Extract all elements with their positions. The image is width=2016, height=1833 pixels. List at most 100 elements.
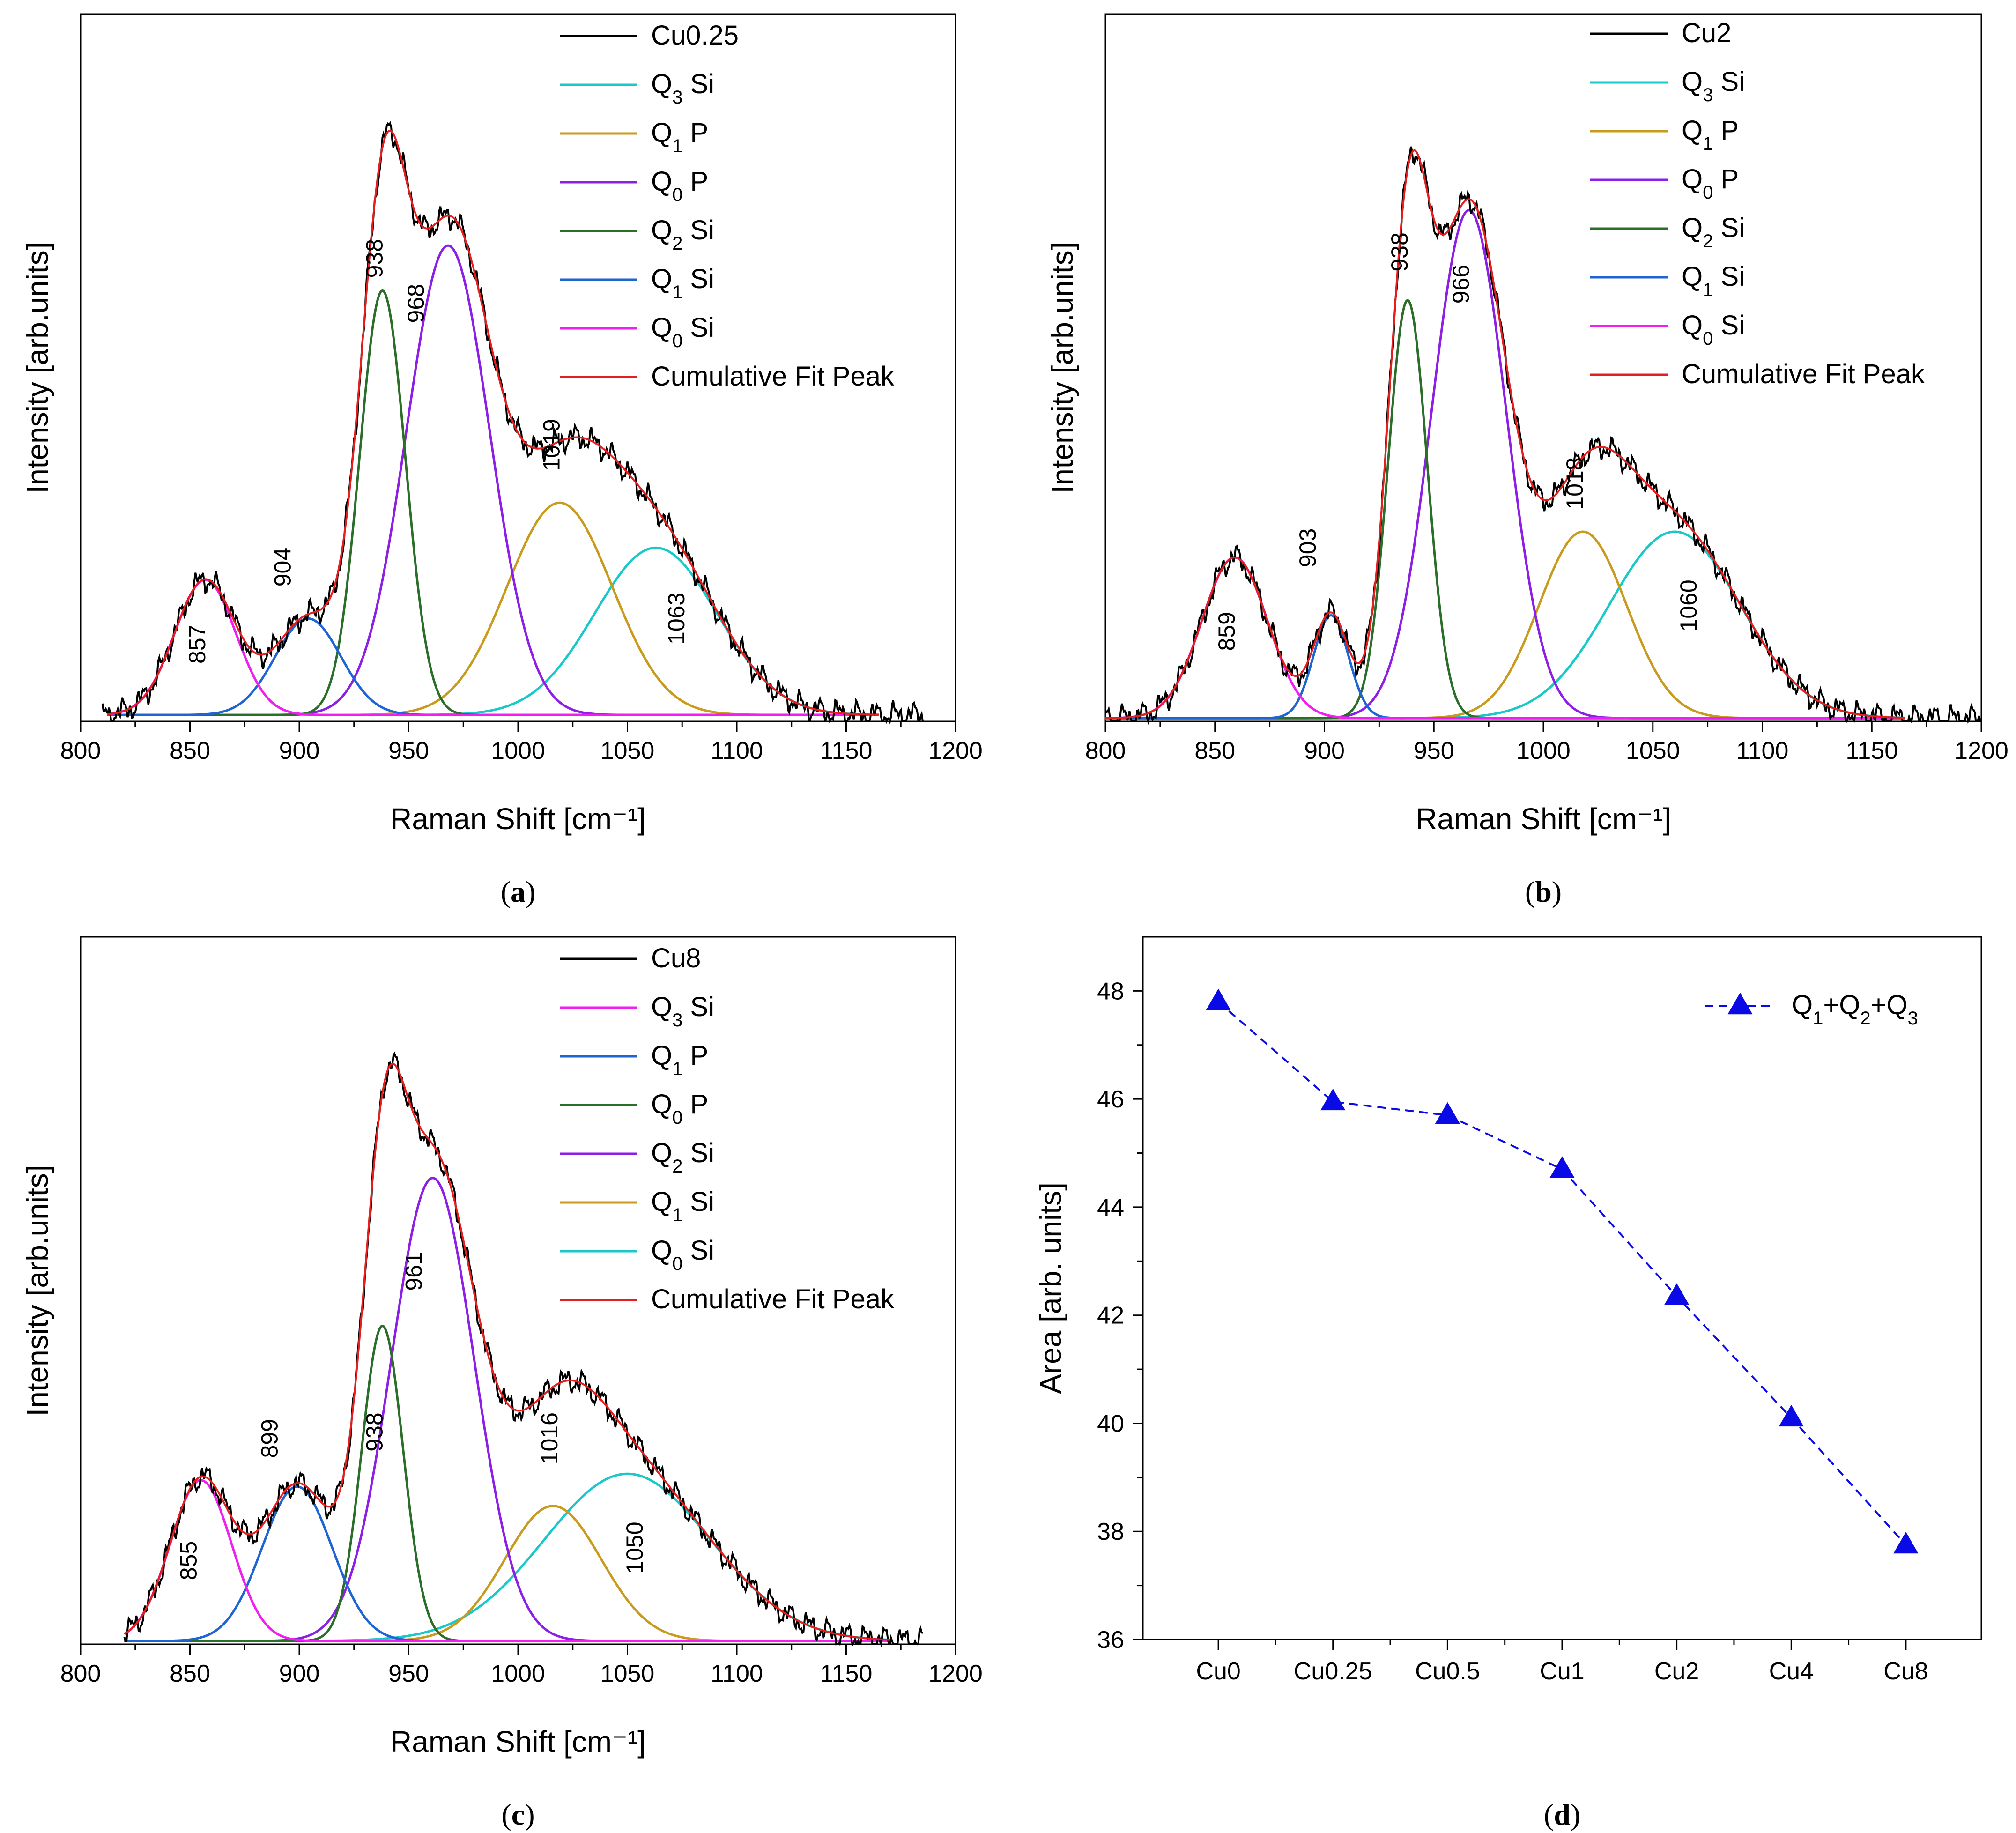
legend-entry: Q1 P	[651, 118, 708, 156]
x-tick-label: 1150	[820, 1660, 873, 1687]
peak-label-1018: 1018	[1562, 457, 1588, 509]
x-tick-label: Cu0.25	[1294, 1658, 1372, 1685]
panel-d-area-plot: 36 38 40 42 44 46 48 Cu0 Cu0.25 Cu0.5 Cu1 Cu2 Cu4 Cu8…	[1034, 936, 1982, 1831]
peak-curve-1063	[107, 546, 879, 716]
cumulative-fit-line	[124, 1062, 890, 1641]
legend-entry: Cumulative Fit Peak	[651, 1284, 895, 1314]
peak-label-859: 859	[1214, 612, 1240, 651]
peak-label-1050: 1050	[622, 1521, 648, 1573]
legend-entry: Q1 P	[1682, 115, 1739, 154]
panel-caption: (c)	[501, 1798, 534, 1831]
x-tick-label: 950	[388, 1660, 429, 1687]
legend-entry: Cumulative Fit Peak	[651, 361, 895, 392]
x-tick-label: 1150	[820, 737, 873, 764]
x-tick-label: Cu1	[1540, 1658, 1584, 1685]
x-tick-label: 1200	[1954, 737, 2009, 764]
x-tick-label: 850	[1194, 737, 1235, 764]
panel-c-raman-spectrum: 800 850 900 950 1000 1050 1100 1150 1200 Raman Sh…	[21, 936, 983, 1831]
legend-entry: Q3 Si	[651, 992, 714, 1031]
peak-label-938: 938	[361, 239, 387, 278]
legend-entry: Q1 Si	[651, 264, 714, 303]
data-point-Cu0.5	[1435, 1102, 1460, 1124]
panel-caption: (d)	[1544, 1798, 1580, 1831]
y-tick-label: 38	[1097, 1518, 1124, 1545]
x-tick-label: Cu0	[1196, 1658, 1240, 1685]
cumulative-fit-line	[106, 129, 879, 716]
peak-label-903: 903	[1295, 528, 1321, 567]
x-tick-label: 1050	[600, 1660, 655, 1687]
y-tick-label: 42	[1097, 1302, 1124, 1329]
x-tick-label: 1000	[491, 737, 545, 764]
x-tick-label: 800	[60, 737, 101, 764]
x-tick-label: 1150	[1846, 737, 1898, 764]
x-tick-label: 1100	[711, 1660, 763, 1687]
x-tick-label: Cu2	[1654, 1658, 1699, 1685]
y-tick-label: 36	[1097, 1626, 1124, 1654]
x-tick-label: Cu0.5	[1415, 1658, 1480, 1685]
panel-a-raman-spectrum: 800 850 900 950 1000 1050 1100 1150 1200 Raman Sh…	[21, 13, 983, 908]
legend-entry: Q1+Q2+Q3	[1792, 990, 1918, 1029]
peak-curve-968	[107, 244, 879, 716]
measured-spectrum-line	[101, 121, 924, 725]
x-axis-title: Raman Shift [cm⁻¹]	[390, 1725, 646, 1759]
x-tick-label: 1050	[600, 737, 655, 764]
x-tick-label: 1050	[1626, 737, 1680, 764]
x-tick-label: 1100	[711, 737, 763, 764]
legend-entry: Q3 Si	[651, 69, 714, 108]
panel-b-raman-spectrum: 800 850 900 950 1000 1050 1100 1150 1200 Raman Sh…	[1045, 13, 2009, 908]
data-point-Cu4	[1779, 1404, 1804, 1427]
y-tick-label: 46	[1097, 1086, 1124, 1113]
peak-label-904: 904	[269, 548, 296, 586]
legend-entry: Q0 P	[651, 166, 708, 205]
data-point-Cu0	[1206, 988, 1231, 1010]
peak-label-1019: 1019	[539, 419, 565, 471]
x-tick-label: 800	[1085, 737, 1126, 764]
y-tick-label: 48	[1097, 978, 1124, 1005]
x-tick-label: 1200	[928, 1660, 983, 1687]
peak-label-938: 938	[1386, 232, 1413, 271]
y-axis-title: Area [arb. units]	[1034, 1182, 1067, 1394]
y-tick-label: 40	[1097, 1410, 1124, 1437]
x-tick-label: 850	[170, 1660, 210, 1687]
x-axis-title: Raman Shift [cm⁻¹]	[1416, 802, 1671, 836]
x-axis-title: Raman Shift [cm⁻¹]	[390, 802, 646, 836]
y-axis-title: Intensity [arb.units]	[21, 242, 54, 493]
legend-entry: Cu8	[651, 943, 701, 973]
x-tick-label: 900	[1304, 737, 1345, 764]
peak-label-857: 857	[184, 625, 210, 664]
legend-entry: Q0 P	[651, 1089, 708, 1128]
measured-spectrum-line	[1104, 146, 1981, 725]
legend-entry: Q1 Si	[651, 1187, 714, 1225]
legend-entry: Q2 Si	[1682, 213, 1745, 252]
y-axis-title: Intensity [arb.units]	[1045, 242, 1079, 493]
plot-frame	[1142, 936, 1982, 1640]
peak-label-1016: 1016	[536, 1412, 563, 1464]
legend-entry: Cumulative Fit Peak	[1682, 359, 1925, 389]
peak-curve-961	[124, 1177, 890, 1642]
peak-label-1060: 1060	[1675, 579, 1702, 631]
measured-spectrum-line	[123, 1051, 923, 1648]
legend-entry: Q2 Si	[651, 215, 714, 254]
legend-entry: Q0 Si	[651, 312, 714, 351]
peak-label-899: 899	[256, 1419, 282, 1458]
x-tick-label: Cu8	[1883, 1658, 1928, 1685]
data-point-Cu8	[1893, 1532, 1919, 1554]
area-series-line	[1217, 1001, 1907, 1546]
legend-entry: Q0 P	[1682, 164, 1739, 203]
peak-label-938: 938	[361, 1412, 387, 1451]
peak-label-961: 961	[401, 1252, 427, 1291]
peak-label-1063: 1063	[663, 593, 689, 645]
x-tick-label: 1200	[928, 737, 983, 764]
legend-entry: Q0 Si	[1682, 310, 1745, 349]
x-tick-label: 1100	[1736, 737, 1789, 764]
panel-caption: (a)	[501, 875, 536, 908]
peak-label-968: 968	[403, 284, 429, 323]
peak-curve-938	[124, 1324, 890, 1642]
y-axis-title: Intensity [arb.units]	[21, 1165, 54, 1416]
x-tick-label: 900	[279, 737, 320, 764]
legend-entry: Cu2	[1682, 18, 1731, 48]
peak-label-855: 855	[176, 1541, 202, 1580]
peak-label-966: 966	[1448, 265, 1474, 304]
data-point-Cu0.25	[1320, 1088, 1346, 1111]
